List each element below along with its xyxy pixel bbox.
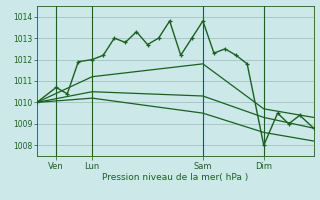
X-axis label: Pression niveau de la mer( hPa ): Pression niveau de la mer( hPa )	[102, 173, 248, 182]
